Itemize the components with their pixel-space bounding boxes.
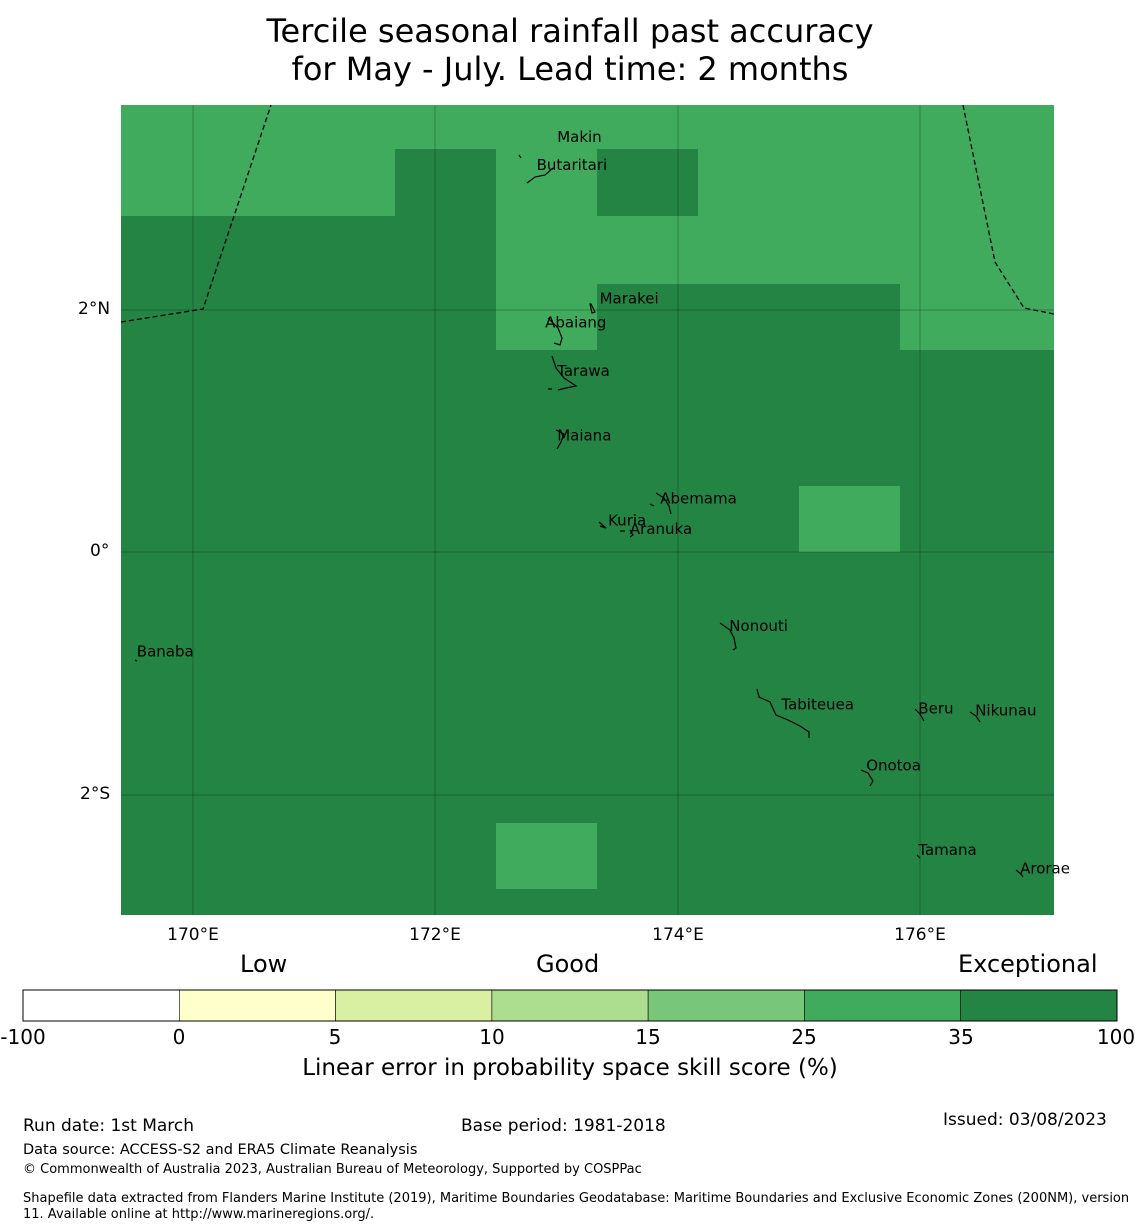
- skill-region-north: [121, 105, 1054, 350]
- island-labels: Makin Butaritari Marakei Abaiang Tarawa Maian…: [137, 128, 1070, 877]
- category-low: Low: [240, 950, 288, 978]
- colorbar-segment: [335, 989, 493, 1022]
- island-label-tarawa: Tarawa: [556, 362, 610, 380]
- x-tick-170E: 170°E: [167, 925, 219, 945]
- category-exceptional: Exceptional: [958, 950, 1098, 978]
- category-good: Good: [536, 950, 600, 978]
- colorbar-segment: [179, 989, 336, 1022]
- island-label-nikunau: Nikunau: [975, 702, 1036, 720]
- island-label-makin: Makin: [557, 128, 602, 146]
- run-date: Run date: 1st March: [23, 1116, 195, 1136]
- y-tick-0: 0°: [90, 541, 110, 561]
- colorbar-segment: [491, 989, 649, 1022]
- island-label-abaiang: Abaiang: [545, 314, 606, 332]
- colorbar-tick: 15: [635, 1025, 661, 1049]
- colorbar-segment: [22, 989, 180, 1022]
- colorbar-tick: 10: [479, 1025, 505, 1049]
- island-label-kuria: Kuria: [608, 511, 646, 529]
- island-label-marakei: Marakei: [600, 289, 659, 307]
- island-label-onotoa: Onotoa: [866, 756, 921, 774]
- colorbar-tick: 25: [791, 1025, 817, 1049]
- data-source: Data source: ACCESS-S2 and ERA5 Climate …: [23, 1142, 418, 1158]
- island-label-butaritari: Butaritari: [537, 156, 608, 174]
- island-label-arorae: Arorae: [1020, 859, 1070, 877]
- island-outlines: [134, 154, 1024, 878]
- colorbar-tick: 5: [328, 1025, 342, 1049]
- colorbar-tick: 100: [1096, 1025, 1136, 1049]
- colorbar-segment: [647, 989, 805, 1022]
- island-label-tabiteuea: Tabiteuea: [780, 696, 854, 714]
- x-tick-172E: 172°E: [409, 925, 461, 945]
- y-tick-2S: 2°S: [80, 784, 111, 804]
- graticule: [121, 105, 1054, 915]
- x-tick-174E: 174°E: [652, 925, 704, 945]
- y-tick-2N: 2°N: [78, 299, 111, 319]
- shapefile-credit: Shapefile data extracted from Flanders M…: [23, 1191, 1130, 1222]
- colorbar-tick: 35: [948, 1025, 974, 1049]
- skill-region-east-equator: [799, 486, 900, 552]
- chart-title-line-1: Tercile seasonal rainfall past accuracy: [266, 12, 874, 50]
- colorbar-segment: [804, 989, 962, 1022]
- skill-region-south: [496, 823, 597, 889]
- eez-boundary-lines: [120, 104, 1055, 323]
- island-label-aranuka: Aranuka: [630, 520, 692, 538]
- island-label-banaba: Banaba: [137, 642, 194, 660]
- island-label-nonouti: Nonouti: [729, 617, 788, 635]
- x-tick-176E: 176°E: [894, 925, 946, 945]
- copyright: © Commonwealth of Australia 2023, Austra…: [23, 1162, 642, 1177]
- island-label-maiana: Maiana: [557, 426, 611, 444]
- island-label-beru: Beru: [918, 699, 953, 717]
- colorbar: [22, 989, 1118, 1022]
- colorbar-tick: -100: [0, 1025, 46, 1049]
- island-label-abemama: Abemama: [660, 490, 737, 508]
- island-label-tamana: Tamana: [917, 841, 976, 859]
- chart-title-line-2: for May - July. Lead time: 2 months: [291, 50, 849, 88]
- colorbar-border: [22, 989, 1118, 1022]
- skill-25-35-regions: [121, 105, 1054, 889]
- colorbar-tick: 0: [172, 1025, 186, 1049]
- colorbar-segment: [960, 989, 1118, 1022]
- base-period: Base period: 1981-2018: [461, 1116, 666, 1136]
- colorbar-title: Linear error in probability space skill …: [302, 1055, 838, 1081]
- issued-date: Issued: 03/08/2023: [943, 1110, 1107, 1130]
